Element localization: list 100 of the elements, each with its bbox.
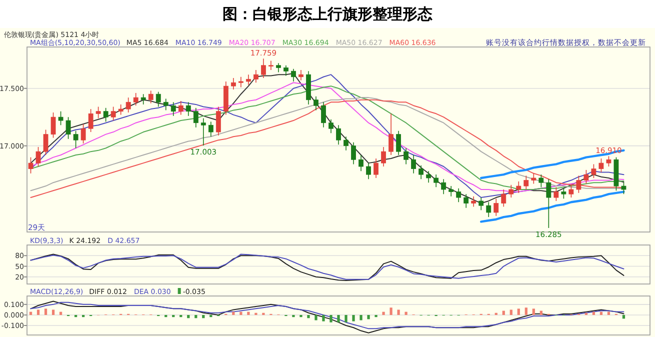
candlestick bbox=[268, 60, 274, 70]
candlestick bbox=[606, 156, 612, 167]
candlestick bbox=[103, 108, 108, 122]
candlestick bbox=[80, 124, 86, 144]
candlestick bbox=[554, 186, 559, 202]
candlestick bbox=[156, 91, 161, 108]
candlestick bbox=[291, 68, 296, 82]
candlestick bbox=[284, 64, 288, 76]
candlestick bbox=[418, 164, 424, 180]
bar bbox=[202, 314, 205, 318]
candlestick bbox=[230, 78, 236, 90]
bar bbox=[330, 314, 332, 322]
bar bbox=[352, 314, 355, 322]
candlestick bbox=[508, 184, 514, 198]
candlestick bbox=[471, 196, 476, 208]
candlestick bbox=[598, 158, 604, 173]
candlestick bbox=[576, 175, 582, 194]
bar bbox=[374, 314, 378, 318]
candlestick bbox=[546, 178, 552, 228]
candlestick bbox=[501, 189, 506, 208]
candlestick bbox=[133, 92, 138, 106]
candlestick bbox=[411, 154, 416, 174]
bar bbox=[367, 314, 370, 320]
candlestick bbox=[43, 129, 48, 156]
candlestick bbox=[216, 106, 221, 136]
bar bbox=[532, 308, 535, 315]
candlestick bbox=[404, 148, 409, 165]
candlestick bbox=[140, 94, 146, 105]
bar bbox=[194, 314, 198, 318]
candlestick bbox=[568, 184, 574, 198]
chart-title: 图：白银形态上行旗形整理形态 bbox=[222, 5, 432, 23]
bar bbox=[622, 314, 626, 319]
bar bbox=[524, 308, 528, 315]
bar bbox=[607, 312, 610, 315]
candlestick bbox=[344, 136, 348, 151]
candlestick bbox=[448, 186, 454, 197]
candlestick bbox=[298, 70, 304, 81]
candlestick bbox=[118, 104, 124, 116]
candlestick bbox=[110, 106, 116, 121]
bar bbox=[382, 312, 385, 315]
candlestick bbox=[208, 121, 214, 138]
candlestick bbox=[276, 62, 281, 73]
bar bbox=[300, 314, 302, 318]
candlestick bbox=[494, 198, 499, 216]
candlestick bbox=[531, 173, 536, 184]
bar bbox=[82, 314, 85, 318]
candlestick bbox=[328, 118, 334, 134]
bar bbox=[307, 314, 310, 318]
bar bbox=[510, 310, 512, 315]
bar bbox=[52, 310, 55, 315]
bar bbox=[390, 308, 392, 315]
candlestick bbox=[426, 170, 432, 183]
bar bbox=[404, 312, 408, 315]
candlestick bbox=[186, 102, 191, 116]
bar bbox=[397, 310, 400, 315]
line-series bbox=[480, 190, 625, 223]
candlestick bbox=[591, 164, 596, 178]
candlestick bbox=[381, 146, 386, 167]
candlestick bbox=[170, 102, 176, 116]
candlestick bbox=[58, 110, 64, 126]
candlestick bbox=[314, 96, 318, 111]
candlestick bbox=[148, 90, 154, 104]
candlestick bbox=[621, 182, 626, 194]
bar bbox=[337, 314, 340, 322]
candlestick bbox=[73, 130, 78, 149]
candlestick bbox=[366, 162, 371, 180]
candlestick bbox=[336, 124, 341, 146]
candlestick bbox=[50, 112, 56, 138]
bar bbox=[187, 314, 190, 318]
candlestick bbox=[478, 197, 484, 211]
bar bbox=[292, 314, 295, 318]
candlestick bbox=[96, 106, 101, 119]
candlestick bbox=[441, 178, 446, 194]
candlestick bbox=[28, 156, 34, 174]
candlestick bbox=[524, 175, 529, 190]
candlestick bbox=[516, 181, 522, 194]
candlestick bbox=[178, 100, 184, 116]
bar bbox=[240, 312, 242, 315]
bar bbox=[36, 310, 40, 315]
candlestick bbox=[66, 116, 71, 140]
candlestick bbox=[358, 154, 364, 172]
bar bbox=[600, 312, 603, 315]
candlestick bbox=[260, 58, 266, 78]
bar bbox=[180, 314, 182, 318]
bar bbox=[360, 314, 362, 320]
candlestick bbox=[374, 158, 378, 178]
candlestick bbox=[584, 170, 589, 184]
bar bbox=[540, 310, 542, 315]
candlestick bbox=[434, 174, 439, 188]
bar bbox=[314, 314, 318, 320]
candlestick bbox=[321, 102, 326, 128]
bar bbox=[210, 314, 212, 318]
bar bbox=[344, 314, 348, 322]
candlestick bbox=[561, 188, 566, 200]
candlestick bbox=[238, 76, 244, 88]
bar bbox=[247, 312, 250, 315]
bar bbox=[172, 314, 175, 318]
bar bbox=[592, 312, 596, 315]
line-series bbox=[480, 149, 625, 180]
candlestick bbox=[193, 108, 198, 128]
